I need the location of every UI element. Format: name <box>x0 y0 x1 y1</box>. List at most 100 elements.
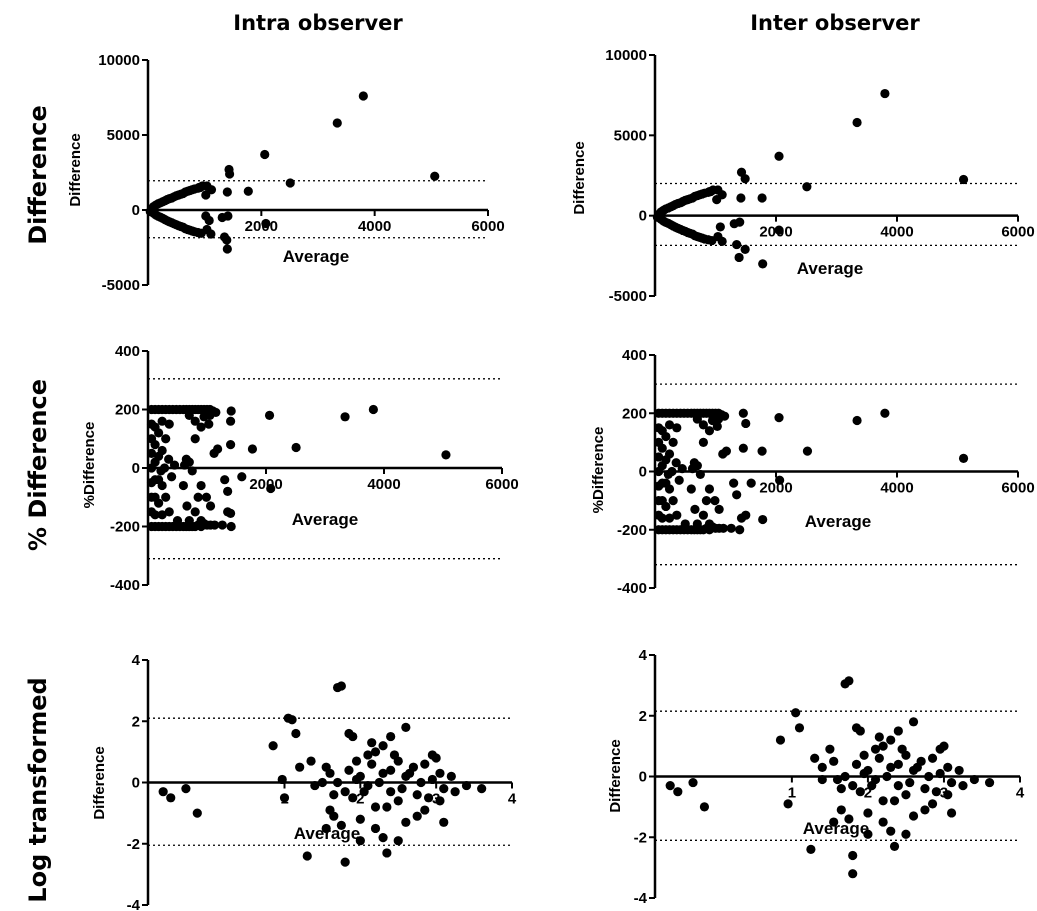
data-point <box>355 836 365 846</box>
data-point <box>757 193 767 203</box>
data-point <box>757 446 767 456</box>
data-point <box>158 787 168 797</box>
data-point <box>205 501 216 511</box>
data-point <box>146 448 157 458</box>
data-point <box>712 195 722 205</box>
data-point <box>367 738 377 748</box>
data-point <box>729 478 739 488</box>
x-tick-label: 6000 <box>485 476 518 493</box>
data-point <box>806 844 816 855</box>
data-point <box>878 796 888 806</box>
data-point <box>211 407 221 418</box>
data-point <box>688 777 698 788</box>
data-point <box>277 774 287 785</box>
data-point <box>794 723 805 733</box>
data-point <box>412 811 422 821</box>
data-point <box>707 235 717 246</box>
data-point <box>719 411 730 421</box>
chart-pct-inter: -400 -200 0 200 400 2000 4000 6000 Average %Diffe… <box>590 347 1035 597</box>
data-point <box>222 187 232 197</box>
data-point <box>738 443 748 453</box>
data-point <box>430 171 440 181</box>
data-point <box>840 771 850 782</box>
data-point <box>690 504 700 514</box>
y-tick-label: 2 <box>639 708 647 725</box>
data-point <box>774 225 784 235</box>
data-point <box>741 418 751 429</box>
data-point <box>969 774 979 785</box>
x-tick-label: 2000 <box>245 218 278 235</box>
data-point <box>935 768 945 779</box>
data-point <box>358 91 368 101</box>
data-point <box>677 463 687 474</box>
data-point <box>340 787 350 797</box>
y-tick-label: 5000 <box>614 127 647 144</box>
data-point <box>836 784 846 794</box>
data-point <box>420 759 430 769</box>
data-point <box>836 805 846 815</box>
data-point <box>427 774 437 785</box>
x-axis-label: Average <box>805 512 871 531</box>
data-point <box>908 717 919 727</box>
data-point <box>664 484 675 494</box>
data-point <box>209 448 219 458</box>
data-point <box>692 461 702 471</box>
data-point <box>154 498 164 508</box>
y-tick-label: 0 <box>639 769 647 786</box>
x-tick-label: 4 <box>508 791 517 808</box>
data-point <box>738 408 748 418</box>
y-tick-label: -2 <box>127 836 140 853</box>
data-point <box>332 777 343 788</box>
data-point <box>740 244 750 255</box>
data-point <box>435 768 445 778</box>
data-point <box>735 525 745 535</box>
y-tick-label: 400 <box>622 347 647 364</box>
data-point <box>157 445 167 456</box>
data-point <box>348 793 358 803</box>
x-tick-label: 6000 <box>1001 480 1034 497</box>
data-point <box>698 510 709 520</box>
data-point <box>710 496 720 506</box>
data-point <box>943 762 953 772</box>
data-point <box>832 774 843 785</box>
x-axis-label: Average <box>283 247 349 266</box>
data-point <box>736 193 746 203</box>
data-point <box>672 423 682 433</box>
data-point <box>715 222 725 232</box>
data-point <box>321 823 331 834</box>
data-point <box>946 777 957 788</box>
data-point <box>302 851 312 861</box>
data-point <box>157 480 167 491</box>
data-point <box>178 480 188 491</box>
data-point <box>226 508 236 518</box>
data-point <box>261 218 271 229</box>
data-point <box>848 869 858 879</box>
data-point <box>268 741 278 751</box>
data-point <box>264 410 275 420</box>
data-point <box>736 513 747 523</box>
data-point <box>243 186 253 196</box>
data-point <box>386 765 396 775</box>
data-point <box>237 472 247 482</box>
data-point <box>699 802 710 812</box>
data-point <box>657 443 667 453</box>
data-point <box>223 486 233 496</box>
y-axis-label: %Difference <box>590 427 607 514</box>
data-point <box>285 178 295 188</box>
row-title-difference: Difference <box>24 105 52 245</box>
data-point <box>758 514 768 525</box>
y-tick-label: -4 <box>127 897 141 911</box>
data-point <box>717 236 727 246</box>
data-point <box>461 780 472 791</box>
y-tick-label: 0 <box>132 775 140 792</box>
data-point <box>939 741 949 751</box>
data-point <box>880 88 890 99</box>
data-point <box>210 520 220 530</box>
data-point <box>435 796 445 806</box>
y-axis-label: Difference <box>571 141 588 214</box>
data-point <box>225 169 235 179</box>
data-point <box>340 857 350 867</box>
data-point <box>893 781 903 791</box>
data-point <box>378 741 388 751</box>
